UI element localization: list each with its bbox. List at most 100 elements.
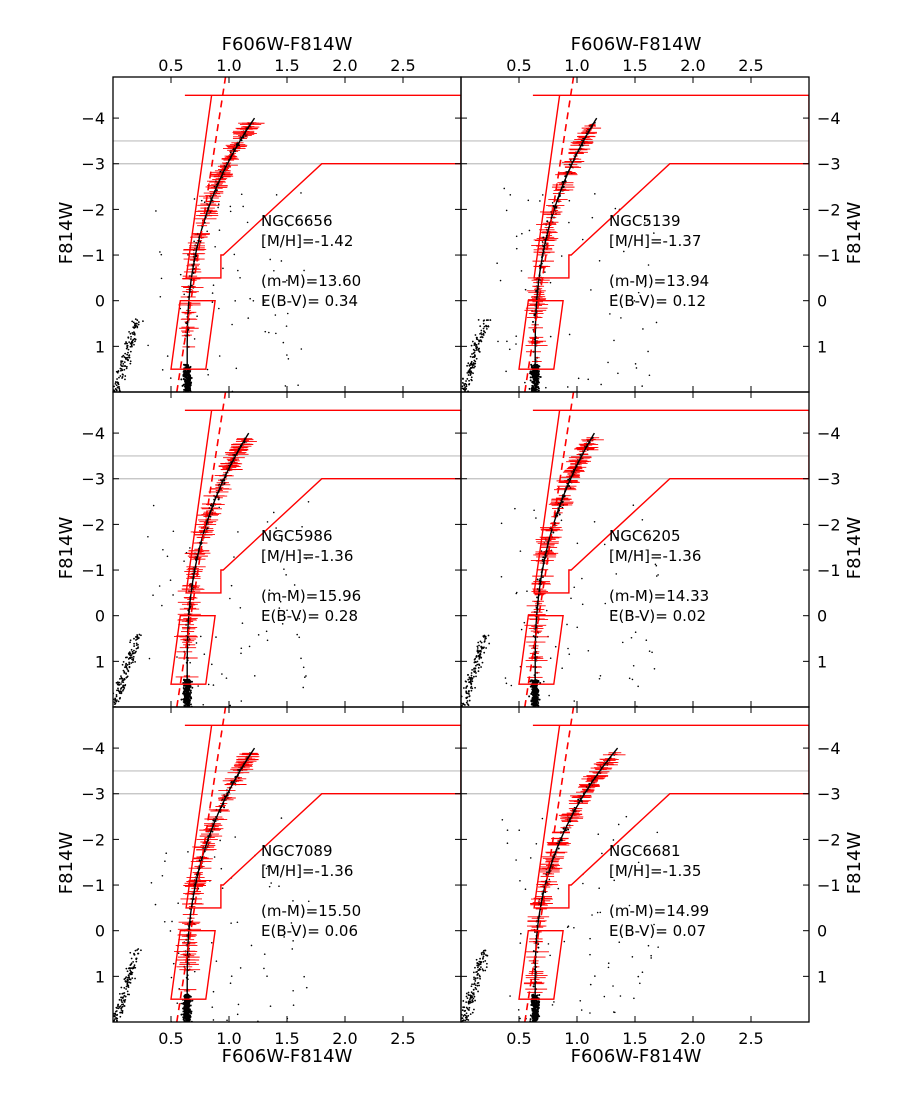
hb-star bbox=[115, 700, 118, 703]
upper-selection-box bbox=[184, 724, 461, 909]
hb-star bbox=[468, 681, 471, 684]
field-star bbox=[214, 245, 216, 248]
field-star bbox=[159, 295, 162, 298]
ms-star bbox=[533, 1001, 536, 1004]
hb-star bbox=[121, 1005, 124, 1008]
ms-star bbox=[183, 1010, 186, 1013]
field-star bbox=[515, 235, 518, 238]
field-star bbox=[653, 923, 655, 926]
field-star bbox=[651, 651, 653, 654]
ms-star bbox=[183, 999, 186, 1002]
hb-star bbox=[477, 670, 480, 673]
field-star bbox=[215, 960, 218, 962]
panel-ngc7089: NGC7089 [M/H]=-1.36 (m-M)=15.50 E(B-V)= 0.0… bbox=[81, 706, 462, 1048]
hb-star bbox=[485, 966, 488, 969]
field-star bbox=[549, 954, 551, 957]
distance-modulus-label: (m-M)=13.60 bbox=[261, 272, 361, 290]
ms-star bbox=[534, 377, 537, 380]
ms-star bbox=[536, 1009, 539, 1012]
ms-star bbox=[185, 370, 188, 373]
field-star bbox=[160, 277, 163, 280]
ms-star bbox=[189, 365, 192, 368]
hb-star bbox=[462, 1000, 465, 1002]
hb-star bbox=[122, 996, 125, 998]
ms-star bbox=[529, 379, 532, 382]
hb-star bbox=[115, 695, 118, 698]
hb-star bbox=[123, 992, 126, 994]
hb-star bbox=[472, 971, 475, 974]
hb-star bbox=[118, 998, 121, 1001]
hb-star bbox=[124, 664, 127, 667]
field-star bbox=[253, 675, 256, 677]
field-star bbox=[656, 831, 659, 834]
hb-star bbox=[483, 640, 486, 643]
hb-star bbox=[472, 366, 475, 369]
ms-star bbox=[182, 383, 185, 386]
metallicity-label: [M/H]=-1.42 bbox=[261, 232, 353, 250]
rgb-star bbox=[567, 478, 570, 481]
field-star bbox=[263, 301, 266, 303]
hb-star bbox=[466, 378, 469, 380]
ms-star bbox=[187, 699, 190, 702]
hb-star bbox=[487, 319, 489, 321]
cluster-name-label: NGC5986 bbox=[261, 527, 333, 545]
hb-star bbox=[473, 675, 475, 678]
hb-star bbox=[469, 686, 472, 689]
field-star bbox=[615, 610, 617, 613]
hb-star bbox=[468, 1006, 471, 1009]
ms-star bbox=[534, 704, 537, 707]
panels-layer: NGC6656 [M/H]=-1.42 (m-M)=13.60 E(B-V)= 0.3… bbox=[81, 56, 840, 1048]
hb-star bbox=[471, 680, 474, 683]
hb-star bbox=[124, 342, 126, 345]
hb-star bbox=[122, 660, 125, 663]
ms-star bbox=[536, 693, 539, 696]
hb-star bbox=[118, 387, 121, 390]
ms-star bbox=[535, 1015, 538, 1018]
hb-star bbox=[121, 365, 124, 368]
hb-star bbox=[484, 636, 487, 638]
rgb-star bbox=[217, 498, 220, 501]
field-star bbox=[292, 940, 294, 942]
y-tick-label-left: 0 bbox=[95, 922, 105, 941]
hb-star bbox=[487, 325, 490, 327]
ms-star bbox=[184, 364, 187, 367]
hb-star bbox=[464, 386, 467, 389]
hb-star bbox=[477, 342, 480, 345]
hb-star bbox=[118, 993, 121, 995]
field-star bbox=[519, 879, 521, 882]
x-tick-label-bottom: 2.0 bbox=[332, 1029, 357, 1048]
ms-star bbox=[187, 1014, 190, 1017]
field-star bbox=[229, 205, 232, 208]
x-tick-label-top: 1.5 bbox=[622, 56, 647, 75]
hb-star bbox=[482, 955, 485, 958]
hb-star bbox=[472, 364, 475, 366]
ms-star bbox=[189, 384, 192, 387]
panel-ngc5139: NGC5139 [M/H]=-1.37 (m-M)=13.94 E(B-V)= 0.1… bbox=[460, 56, 841, 393]
hb-star bbox=[475, 344, 478, 346]
field-star bbox=[621, 641, 624, 644]
ms-star bbox=[188, 1019, 191, 1022]
field-star bbox=[303, 269, 305, 272]
hb-star bbox=[465, 383, 468, 386]
ms-star bbox=[539, 376, 542, 379]
field-star bbox=[594, 193, 596, 195]
field-star bbox=[634, 631, 637, 634]
hb-star bbox=[462, 1006, 465, 1009]
field-star bbox=[218, 355, 221, 357]
distance-modulus-label: (m-M)=13.94 bbox=[609, 272, 709, 290]
field-star bbox=[613, 879, 616, 882]
hb-star bbox=[471, 687, 474, 690]
hb-star bbox=[463, 384, 466, 387]
hb-star bbox=[120, 369, 122, 372]
field-star bbox=[596, 911, 599, 914]
field-star bbox=[217, 203, 220, 206]
hb-star bbox=[465, 387, 468, 390]
hb-star bbox=[124, 352, 127, 355]
field-star bbox=[603, 543, 606, 546]
field-star bbox=[646, 220, 649, 222]
hb-star bbox=[471, 668, 474, 671]
hb-star bbox=[121, 1012, 124, 1014]
field-star bbox=[212, 1019, 215, 1021]
field-star bbox=[300, 657, 302, 660]
field-star bbox=[169, 579, 172, 581]
